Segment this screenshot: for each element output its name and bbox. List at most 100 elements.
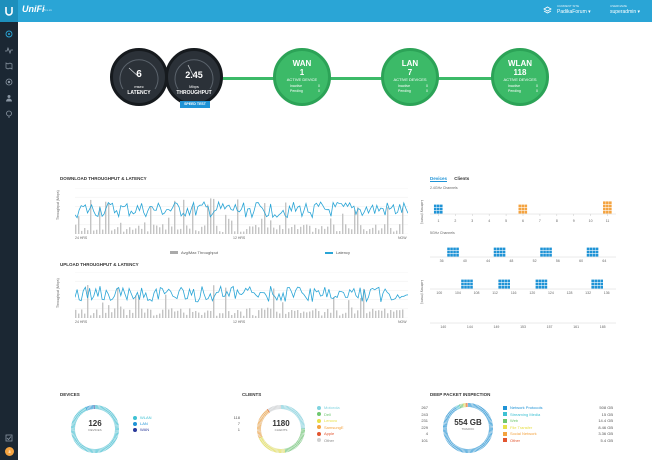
tab-devices[interactable]: Devices <box>430 176 448 182</box>
insights-icon[interactable] <box>5 110 13 118</box>
channel-device-block <box>453 247 456 251</box>
channel-device-block <box>595 250 599 254</box>
donut-slice[interactable] <box>284 428 305 453</box>
throughput-bar <box>276 229 278 234</box>
dashboard-icon[interactable] <box>5 30 13 38</box>
legend-value: 231 <box>421 418 428 423</box>
user-menu[interactable]: USERNAME superadmin ▾ <box>610 3 640 15</box>
channel-label-5: 116 <box>511 291 517 295</box>
legend-item[interactable]: File Transfer <box>503 425 532 430</box>
legend-item[interactable]: SamsungE <box>317 425 344 430</box>
throughput-bar <box>303 225 305 234</box>
ubiquiti-logo[interactable] <box>0 0 18 22</box>
channel-device-block <box>501 282 504 286</box>
channel-device-block <box>549 254 552 257</box>
legend-item[interactable]: Social Network <box>503 431 537 436</box>
throughput-bar <box>237 199 239 234</box>
legend-item[interactable]: LAN <box>133 421 148 426</box>
throughput-bar <box>339 315 341 318</box>
channel-device-block <box>595 247 599 251</box>
wan-inactive-label: Inactive <box>290 84 303 88</box>
throughput-bar <box>258 310 260 318</box>
channel-device-block <box>521 211 525 214</box>
donut-slice[interactable] <box>443 403 493 453</box>
channel-label-24: 4 <box>488 219 490 223</box>
throughput-bar <box>363 229 365 234</box>
channel-device-block <box>436 204 440 208</box>
upload-chart[interactable] <box>75 272 408 318</box>
donut-slice[interactable] <box>85 405 95 411</box>
throughput-bar <box>351 307 353 318</box>
channel-device-block <box>493 250 497 254</box>
clients-icon[interactable] <box>5 94 13 102</box>
legend-value: 508 GB <box>599 405 613 410</box>
channel-label-24: 5 <box>505 219 507 223</box>
legend-item[interactable]: Web <box>503 418 518 423</box>
legend-item[interactable]: Network Protocols <box>503 405 542 410</box>
map-icon[interactable] <box>5 62 13 70</box>
devices-donut[interactable] <box>68 402 122 456</box>
channel-device-block <box>470 279 473 283</box>
dpi-donut[interactable] <box>440 400 496 456</box>
channel-device-block <box>600 286 603 289</box>
site-selector[interactable]: CURRENT SITE PadikaForum ▾ <box>557 3 591 15</box>
lan-gauge[interactable]: LAN 7 ACTIVE DEVICES Inactive 0 Pending 0 <box>381 48 439 106</box>
legend-item[interactable]: Lenovo <box>317 418 337 423</box>
throughput-bar <box>174 200 176 234</box>
throughput-bar <box>156 314 158 318</box>
throughput-bar <box>138 294 140 318</box>
donut-slice[interactable] <box>258 436 285 453</box>
channel-device-block <box>609 211 612 214</box>
channel-label-5: 149 <box>494 325 500 329</box>
channel-label-5: 48 <box>509 259 513 263</box>
donut-slice[interactable] <box>267 405 282 413</box>
legend-item[interactable]: Streaming Media <box>503 412 540 417</box>
wan-gauge[interactable]: WAN 1 ACTIVE DEVICE Inactive 0 Pending 0 <box>273 48 331 106</box>
legend-item[interactable]: Motorola <box>317 405 340 410</box>
legend-swatch <box>317 418 321 423</box>
channel-label-24: 7 <box>539 219 541 223</box>
legend-item[interactable]: Other <box>317 438 334 443</box>
throughput-bar <box>144 312 146 318</box>
channel-device-block <box>518 207 522 211</box>
throughput-bar <box>354 313 356 318</box>
legend-item[interactable]: Apple <box>317 431 334 436</box>
wlan-gauge[interactable]: WLAN 118 ACTIVE DEVICES Inactive 0 Pendin… <box>491 48 549 106</box>
devices-icon[interactable] <box>5 78 13 86</box>
notification-badge[interactable]: 3 <box>5 447 14 456</box>
throughput-dial <box>174 59 214 90</box>
throughput-bar <box>87 285 89 318</box>
throughput-bar <box>102 302 104 318</box>
wan-inactive-value: 0 <box>318 84 320 88</box>
channel-device-block <box>447 254 450 257</box>
speed-test-button[interactable]: SPEED TEST <box>180 101 210 108</box>
user-caption: USERNAME <box>610 4 628 8</box>
legend-item[interactable]: WLAN <box>133 415 152 420</box>
wlan-pending-row: Pending 0 <box>508 89 538 93</box>
events-icon[interactable] <box>5 434 13 442</box>
donut-slice[interactable] <box>257 409 270 438</box>
channel-device-block <box>589 247 593 251</box>
throughput-bar <box>105 312 107 318</box>
throughput-bar <box>366 230 368 234</box>
clients-donut[interactable] <box>254 402 308 456</box>
donut-slice[interactable] <box>455 404 461 410</box>
throughput-bar <box>357 310 359 318</box>
legend-item[interactable]: Dell <box>317 412 331 417</box>
upload-x-start: 24 HRS <box>75 320 88 324</box>
tab-clients[interactable]: Clients <box>454 176 470 181</box>
donut-slice[interactable] <box>459 403 464 409</box>
channel-device-block <box>521 207 525 211</box>
donut-slice[interactable] <box>280 405 305 429</box>
channel-device-block <box>496 250 500 254</box>
legend-item[interactable]: WAN <box>133 427 149 432</box>
download-chart[interactable] <box>75 188 408 234</box>
legend-item[interactable]: Other <box>503 438 520 443</box>
statistics-icon[interactable] <box>5 46 13 54</box>
throughput-bar <box>96 309 98 318</box>
channel-device-block <box>456 250 459 254</box>
throughput-bar <box>381 228 383 234</box>
throughput-bar <box>180 308 182 318</box>
channel-device-block <box>541 282 545 286</box>
throughput-bar <box>81 230 83 234</box>
